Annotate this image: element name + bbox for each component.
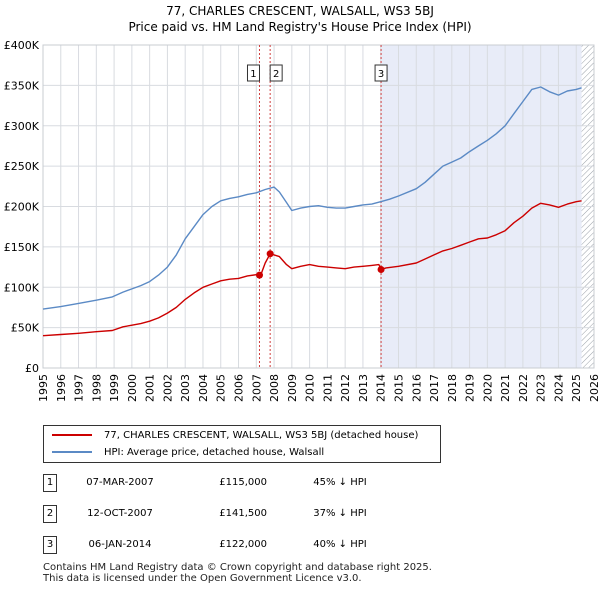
chart-legend: 77, CHARLES CRESCENT, WALSALL, WS3 5BJ (… <box>43 425 441 463</box>
y-tick-label: £400K <box>4 39 40 52</box>
sale-marker-label: 2 <box>273 69 279 80</box>
footer-copyright: Contains HM Land Registry data © Crown c… <box>43 562 432 573</box>
transaction-hpi-diff: 40% ↓ HPI <box>313 539 367 550</box>
x-tick-label: 2014 <box>375 374 388 402</box>
x-tick-label: 2003 <box>179 374 192 402</box>
transaction-hpi-diff: 37% ↓ HPI <box>313 508 367 519</box>
x-tick-label: 2026 <box>588 374 600 402</box>
property-series-line <box>42 200 582 337</box>
sale-point <box>266 250 274 258</box>
transaction-number: 2 <box>43 505 57 523</box>
x-tick-label: 2010 <box>304 374 317 402</box>
y-tick-label: £100K <box>4 281 40 294</box>
transaction-number: 1 <box>43 474 57 492</box>
x-tick-label: 2000 <box>126 374 139 402</box>
transaction-price: £122,000 <box>219 539 267 550</box>
transaction-date: 06-JAN-2014 <box>88 539 152 550</box>
x-tick-label: 2025 <box>570 374 583 402</box>
chart-title: 77, CHARLES CRESCENT, WALSALL, WS3 5BJ <box>166 4 434 18</box>
sale-point <box>377 265 385 273</box>
legend-item-hpi: HPI: Average price, detached house, Wals… <box>52 445 324 461</box>
transaction-number: 3 <box>43 536 57 554</box>
x-tick-label: 1999 <box>108 374 121 402</box>
legend-label-property: 77, CHARLES CRESCENT, WALSALL, WS3 5BJ (… <box>104 430 419 441</box>
x-tick-label: 2012 <box>339 374 352 402</box>
y-tick-label: £250K <box>4 160 40 173</box>
x-tick-label: 1996 <box>55 374 68 402</box>
legend-item-property: 77, CHARLES CRESCENT, WALSALL, WS3 5BJ (… <box>52 428 418 444</box>
x-tick-label: 1995 <box>37 374 50 402</box>
x-tick-label: 2008 <box>268 374 281 402</box>
sale-marker-box <box>374 64 388 82</box>
price-chart: 1995 1996 1997 1998 1999 2000 2001 2002 2003 2004… <box>4 39 600 402</box>
footer-license: This data is licensed under the Open Gov… <box>43 573 362 584</box>
legend-swatch-hpi <box>52 451 92 453</box>
sale-point <box>255 271 263 279</box>
y-tick-label: £350K <box>4 79 40 92</box>
x-tick-label: 2007 <box>250 374 263 402</box>
transaction-date: 12-OCT-2007 <box>87 508 153 519</box>
legend-swatch-property <box>52 434 92 436</box>
y-tick-label: £50K <box>11 322 40 335</box>
transaction-hpi-diff: 45% ↓ HPI <box>313 477 367 488</box>
sale-marker-box <box>269 64 283 82</box>
plot-frame <box>42 44 595 369</box>
x-tick-label: 2001 <box>144 374 157 402</box>
sale-marker-box <box>246 64 260 82</box>
x-tick-label: 2020 <box>481 374 494 402</box>
x-tick-label: 2004 <box>197 374 210 402</box>
y-tick-label: £150K <box>4 241 40 254</box>
x-tick-label: 2005 <box>215 374 228 402</box>
transaction-price: £141,500 <box>219 508 267 519</box>
x-tick-label: 1997 <box>73 374 86 402</box>
hpi-series-line <box>42 86 582 310</box>
x-tick-label: 2011 <box>321 374 334 402</box>
y-tick-label: £300K <box>4 120 40 133</box>
x-tick-label: 2019 <box>464 374 477 402</box>
legend-label-hpi: HPI: Average price, detached house, Wals… <box>104 447 325 458</box>
x-tick-label: 2009 <box>286 374 299 402</box>
x-tick-label: 2017 <box>428 374 441 402</box>
x-tick-label: 2023 <box>535 374 548 402</box>
x-tick-label: 1998 <box>90 374 103 402</box>
x-tick-label: 2016 <box>410 374 423 402</box>
x-tick-label: 2024 <box>552 374 565 402</box>
x-tick-label: 2022 <box>517 374 530 402</box>
x-tick-label: 2002 <box>161 374 174 402</box>
x-tick-label: 2018 <box>446 374 459 402</box>
sale-marker-label: 1 <box>250 69 256 80</box>
y-tick-label: £200K <box>4 201 40 214</box>
chart-subtitle: Price paid vs. HM Land Registry's House … <box>128 20 472 34</box>
x-tick-label: 2006 <box>233 374 246 402</box>
transaction-price: £115,000 <box>219 477 267 488</box>
sale-marker-label: 3 <box>378 69 384 80</box>
x-tick-label: 2013 <box>357 374 370 402</box>
transaction-date: 07-MAR-2007 <box>86 477 154 488</box>
y-tick-label: £0 <box>25 362 39 375</box>
x-tick-label: 2021 <box>499 374 512 402</box>
x-tick-label: 2015 <box>392 374 405 402</box>
